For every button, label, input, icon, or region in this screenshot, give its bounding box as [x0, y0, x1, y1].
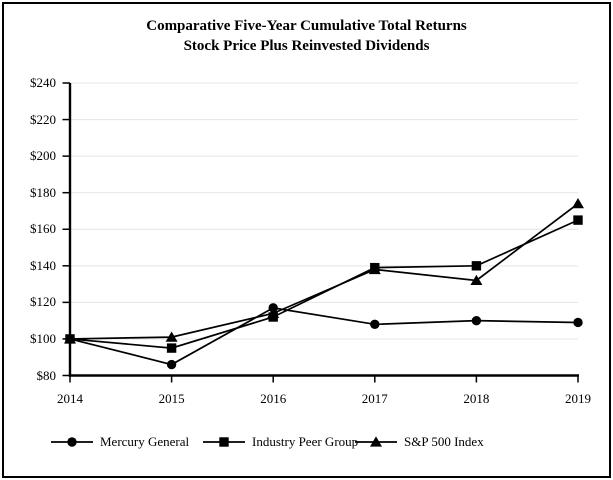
x-axis-tick-label: 2017 — [361, 391, 388, 406]
triangle-marker-s-p-500-index — [470, 274, 483, 286]
legend-item-mercury-general: Mercury General — [51, 433, 189, 451]
x-axis-tick-label: 2018 — [463, 391, 490, 406]
y-axis-tick-label: $160 — [30, 221, 56, 237]
x-axis-tick-label: 2014 — [57, 391, 83, 406]
triangle-marker-s-p-500-index — [165, 331, 178, 342]
square-marker-industry-peer-group — [166, 343, 177, 353]
legend-label-industry-peer-group: Industry Peer Group — [252, 434, 359, 449]
square-marker-industry-peer-group — [370, 262, 380, 273]
y-axis-tick-label: $180 — [30, 184, 56, 200]
triangle-icon — [370, 436, 382, 447]
circle-marker-mercury-general — [370, 319, 380, 330]
x-axis-tick-label: 2019 — [565, 391, 591, 406]
y-axis-tick-label: $140 — [30, 257, 56, 273]
y-axis-tick-label: $200 — [30, 148, 56, 164]
y-axis-tick-label: $120 — [30, 294, 56, 310]
circle-marker-mercury-general — [573, 317, 583, 328]
circle-icon — [67, 437, 77, 447]
series-line-mercury-general — [69, 306, 579, 366]
square-icon — [219, 437, 229, 447]
circle-marker-mercury-general — [268, 303, 278, 313]
y-axis-tick-label: $240 — [30, 75, 56, 90]
chart-title-line1: Comparative Five-Year Cumulative Total R… — [146, 18, 467, 34]
circle-marker-mercury-general — [166, 359, 177, 370]
triangle-marker-s-p-500-index — [572, 198, 584, 209]
y-axis-tick-label: $80 — [36, 367, 57, 383]
x-axis-tick-label: 2016 — [260, 391, 287, 406]
circle-marker-mercury-general — [471, 315, 482, 326]
legend-marker-triangle-icon — [355, 436, 397, 447]
square-marker-industry-peer-group — [65, 334, 75, 344]
square-marker-industry-peer-group — [268, 312, 278, 322]
square-marker-industry-peer-group — [471, 261, 482, 271]
legend-label-mercury-general: Mercury General — [100, 434, 190, 449]
legend-label-s-p-500-index: S&P 500 Index — [404, 434, 484, 449]
legend-item-s-p-500-index: S&P 500 Index — [355, 433, 484, 451]
chart-title: Comparative Five-Year Cumulative Total R… — [0, 16, 613, 56]
series-line-s-p-500-index — [69, 202, 579, 340]
legend-marker-square-icon — [203, 437, 245, 447]
series-line-industry-peer-group — [69, 219, 579, 349]
x-axis-tick-label: 2015 — [158, 391, 185, 406]
legend-item-industry-peer-group: Industry Peer Group — [203, 433, 358, 451]
square-marker-industry-peer-group — [573, 215, 583, 225]
chart-title-line2: Stock Price Plus Reinvested Dividends — [183, 38, 430, 54]
legend-marker-circle-icon — [51, 437, 93, 447]
y-axis-tick-label: $100 — [30, 330, 56, 346]
y-axis-tick-label: $220 — [30, 111, 56, 127]
